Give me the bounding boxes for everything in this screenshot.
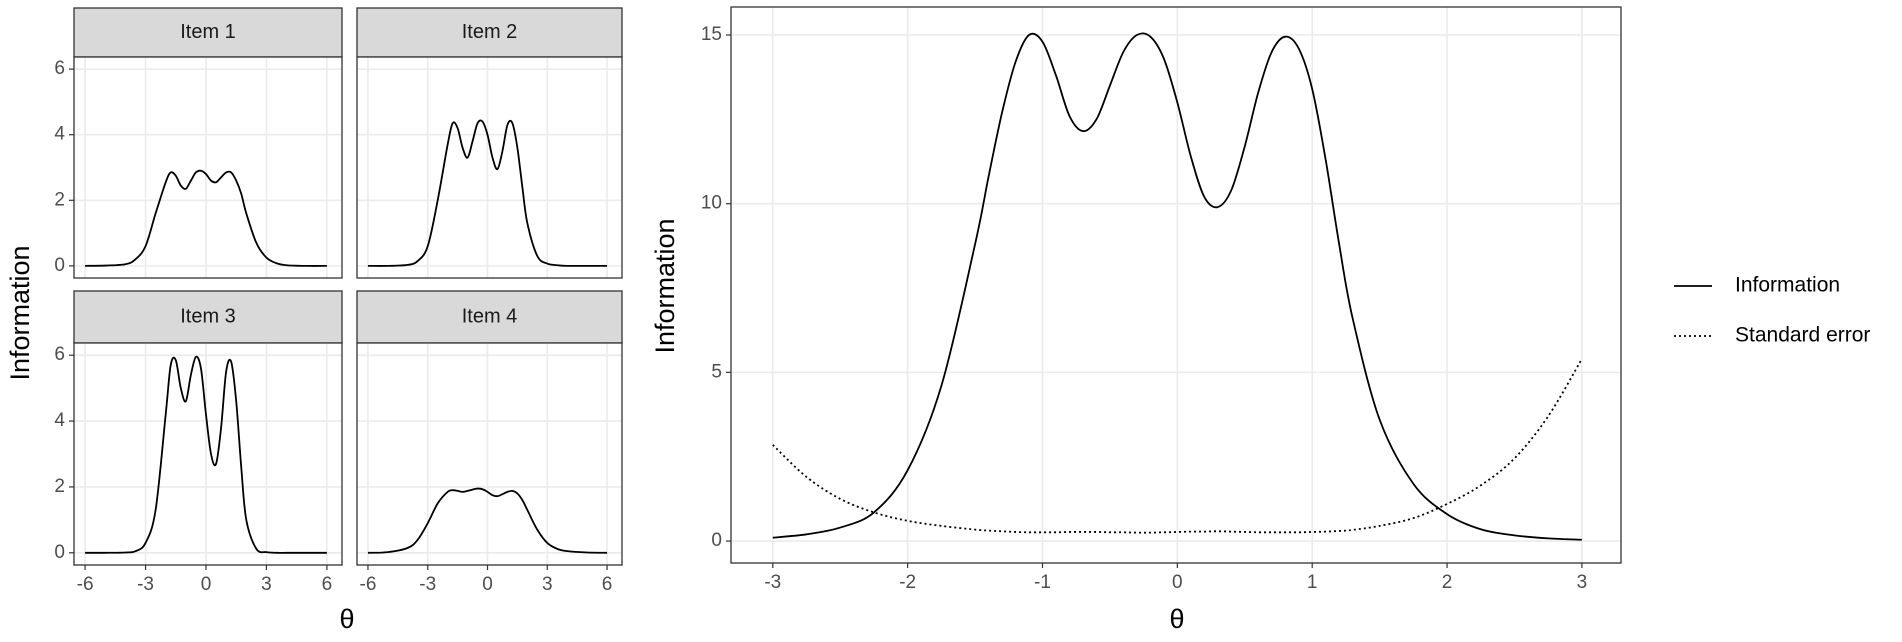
y-tick-label: 0: [54, 255, 65, 276]
panel-background: [74, 343, 342, 565]
y-tick-label: 4: [54, 410, 65, 431]
y-tick-label: 6: [54, 344, 65, 365]
x-tick-label: -3: [419, 574, 436, 595]
y-tick-label: 6: [54, 58, 65, 79]
x-axis-title: θ: [1169, 604, 1184, 634]
strip-label: Item 4: [462, 305, 518, 327]
panel-border: [356, 56, 623, 279]
panel-border: [73, 342, 343, 566]
x-tick-label: -6: [360, 574, 377, 595]
panel-background: [731, 7, 1621, 563]
x-tick-label: 6: [322, 574, 333, 595]
x-tick-label: -1: [1034, 572, 1051, 593]
x-tick-label: -2: [899, 572, 916, 593]
y-tick-label: 0: [54, 542, 65, 563]
x-tick-label: 0: [1172, 572, 1183, 593]
y-tick-label: 10: [701, 193, 722, 214]
panel-border: [356, 342, 623, 566]
legend-label: Information: [1735, 274, 1840, 297]
line: [367, 119, 608, 267]
x-axis-title: θ: [339, 604, 354, 634]
strip: [356, 7, 623, 58]
panel-background: [357, 343, 622, 565]
y-axis-title: Information: [650, 218, 680, 353]
y-tick-label: 15: [701, 24, 722, 45]
x-tick-label: 1: [1307, 572, 1318, 593]
y-axis-title: Information: [5, 245, 35, 380]
legend-label: Standard error: [1735, 324, 1870, 347]
strip: [73, 7, 343, 58]
strip-label: Item 1: [180, 21, 236, 43]
x-tick-label: 6: [602, 574, 613, 595]
x-tick-label: -3: [764, 572, 781, 593]
strip-label: Item 3: [180, 305, 236, 327]
x-tick-label: 3: [1577, 572, 1588, 593]
y-tick-label: 2: [54, 476, 65, 497]
line: [85, 169, 327, 267]
strip: [73, 290, 343, 344]
x-tick-label: 3: [261, 574, 272, 595]
line: [367, 487, 608, 554]
y-tick-label: 4: [54, 124, 65, 145]
y-tick-label: 5: [711, 361, 722, 382]
x-tick-label: 0: [201, 574, 212, 595]
y-tick-label: 0: [711, 530, 722, 551]
y-tick-label: 2: [54, 189, 65, 210]
x-tick-label: -6: [77, 574, 94, 595]
x-tick-label: 0: [482, 574, 493, 595]
panel-border: [73, 56, 343, 279]
x-tick-label: 2: [1442, 572, 1453, 593]
line: [85, 355, 327, 554]
panel-background: [357, 57, 622, 278]
strip-label: Item 2: [462, 21, 518, 43]
x-tick-label: -3: [137, 574, 154, 595]
line: [772, 32, 1582, 541]
panel-border: [730, 6, 1622, 564]
x-tick-label: 3: [542, 574, 553, 595]
panel-background: [74, 57, 342, 278]
strip: [356, 290, 623, 344]
